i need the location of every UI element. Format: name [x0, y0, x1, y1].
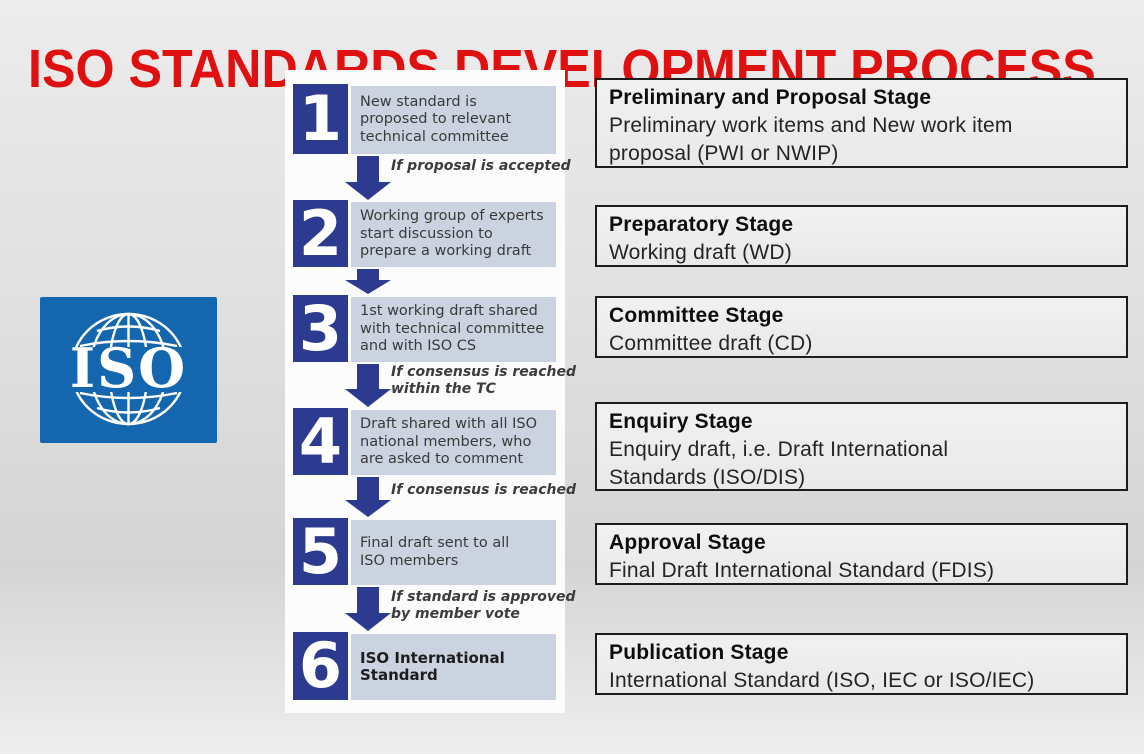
stage-description-line: Working draft (WD)	[609, 241, 792, 264]
flow-step: 3 1st working draft shared with technical…	[285, 295, 565, 362]
step-text-box: Working group of experts start discussion…	[351, 202, 556, 267]
flow-step: 4 Draft shared with all ISO national memb…	[285, 408, 565, 475]
step-number-square: 3	[293, 295, 348, 362]
stage-title: Approval Stage	[609, 531, 766, 554]
step-text-line: Draft shared with all ISO	[360, 416, 537, 433]
iso-globe-icon: ISO	[40, 297, 217, 443]
step-text-line: 1st working draft shared	[360, 303, 538, 320]
step-text-line: Final draft sent to all	[360, 535, 510, 551]
step-number: 4	[298, 404, 343, 478]
step-number-square: 5	[293, 518, 348, 585]
stage-box: Enquiry Stage Enquiry draft, i.e. Draft …	[595, 402, 1128, 491]
step-text-line: ISO International	[360, 648, 505, 667]
iso-logo-text: ISO	[70, 336, 187, 400]
step-text-line: with technical committee	[360, 320, 545, 337]
stage-box: Preliminary and Proposal Stage Prelimina…	[595, 78, 1128, 168]
stage-box: Preparatory Stage Working draft (WD)	[595, 205, 1128, 267]
step-text-line: are asked to comment	[360, 451, 524, 468]
step-text-box: ISO International Standard	[351, 634, 556, 700]
stage-title: Committee Stage	[609, 304, 784, 327]
step-text-box: Final draft sent to all ISO members	[351, 520, 556, 585]
step-number-square: 2	[293, 200, 348, 267]
arrow-condition-label: If proposal is accepted	[391, 158, 571, 175]
step-text-line: ISO members	[360, 552, 459, 569]
step-number-square: 4	[293, 408, 348, 475]
flowchart-column: 1 New standard is proposed to relevant tec…	[285, 70, 576, 713]
stage-description-line: Standards (ISO/DIS)	[609, 466, 806, 489]
stage-description-line: Committee draft (CD)	[609, 332, 813, 355]
stage-title: Enquiry Stage	[609, 410, 753, 433]
step-text-box: Draft shared with all ISO national member…	[351, 410, 556, 475]
step-text-box: New standard is proposed to relevant techn…	[351, 86, 556, 154]
stage-box: Committee Stage Committee draft (CD)	[595, 296, 1128, 358]
step-number: 1	[298, 82, 343, 155]
arrow-condition-label-line: within the TC	[391, 380, 496, 397]
step-number-square: 6	[293, 632, 348, 700]
step-text-line: technical committee	[360, 128, 509, 145]
step-text-line: national members, who	[360, 433, 532, 450]
step-number: 6	[298, 629, 343, 702]
arrow-condition-label-line: If standard is approved	[391, 589, 576, 605]
stage-description-line: International Standard (ISO, IEC or ISO/…	[609, 669, 1035, 692]
flow-step: 5 Final draft sent to all ISO members	[285, 518, 565, 585]
stage-description-line: proposal (PWI or NWIP)	[609, 142, 839, 165]
stage-title: Publication Stage	[609, 641, 789, 664]
step-text-box: 1st working draft shared with technical c…	[351, 297, 556, 362]
stage-description-line: Preliminary work items and New work item	[609, 114, 1013, 137]
stage-description-line: Final Draft International Standard (FDIS…	[609, 559, 995, 582]
step-text-line: New standard is	[360, 93, 477, 110]
flow-step: 1 New standard is proposed to relevant tec…	[285, 84, 565, 154]
stage-description-line: Enquiry draft, i.e. Draft International	[609, 438, 949, 461]
stage-box: Publication Stage International Standard…	[595, 633, 1128, 695]
step-text-line: start discussion to	[360, 225, 493, 242]
arrow-condition-label-line: If proposal is accepted	[391, 158, 571, 174]
arrow-condition-label: If consensus is reached within the TC	[391, 364, 576, 397]
step-text-line: Standard	[360, 666, 438, 684]
stage-title: Preparatory Stage	[609, 213, 794, 236]
iso-logo: ISO	[40, 297, 217, 443]
stage-title: Preliminary and Proposal Stage	[609, 86, 932, 109]
flow-step: 6 ISO International Standard	[285, 632, 565, 700]
arrow-condition-label-line: If consensus is reached	[391, 364, 576, 380]
arrow-condition-label-line: by member vote	[391, 605, 520, 622]
arrow-condition-label-line: If consensus is reached	[391, 482, 576, 498]
step-text-line: Working group of experts	[360, 208, 544, 225]
flow-step: 2 Working group of experts start discussi…	[285, 200, 565, 267]
stage-box: Approval Stage Final Draft International…	[595, 523, 1128, 585]
step-number: 3	[298, 291, 343, 365]
arrow-condition-label: If consensus is reached	[391, 482, 576, 499]
step-text-line: prepare a working draft	[360, 243, 532, 260]
step-text-line: and with ISO CS	[360, 338, 477, 355]
step-number: 5	[298, 514, 343, 588]
arrow-condition-label: If standard is approved by member vote	[391, 589, 576, 622]
step-number-square: 1	[293, 84, 348, 154]
step-text-line: proposed to relevant	[360, 111, 512, 128]
step-number: 2	[298, 196, 343, 270]
